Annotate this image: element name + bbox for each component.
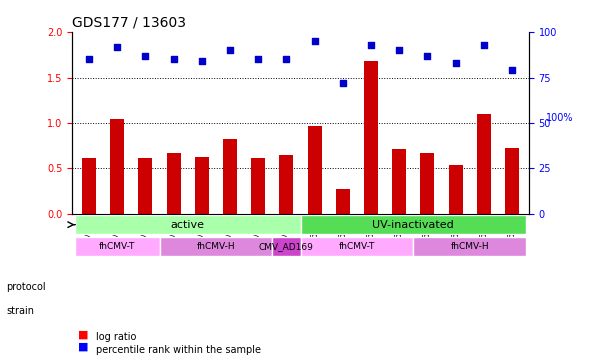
Point: [84, 56, 94, 62]
Text: ■: ■: [78, 342, 88, 352]
Bar: [166, 153, 181, 214]
Bar: [477, 114, 491, 214]
FancyBboxPatch shape: [300, 215, 526, 235]
Point: [310, 38, 319, 44]
Bar: [82, 157, 96, 214]
Point: [254, 56, 263, 62]
Bar: [195, 157, 209, 214]
Y-axis label: 100%: 100%: [546, 113, 573, 123]
Point: [338, 80, 347, 86]
Text: percentile rank within the sample: percentile rank within the sample: [96, 345, 261, 355]
Text: fhCMV-H: fhCMV-H: [450, 242, 489, 251]
Bar: [336, 189, 350, 214]
Bar: [251, 157, 265, 214]
Text: log ratio: log ratio: [96, 332, 136, 342]
Point: [423, 53, 432, 59]
Text: fhCMV-H: fhCMV-H: [197, 242, 235, 251]
FancyBboxPatch shape: [75, 237, 159, 256]
Point: [169, 56, 178, 62]
FancyBboxPatch shape: [300, 237, 413, 256]
Bar: [420, 153, 435, 214]
Point: [197, 58, 207, 64]
Text: active: active: [171, 220, 205, 230]
Point: [112, 44, 122, 50]
Text: CMV_AD169: CMV_AD169: [259, 242, 314, 251]
FancyBboxPatch shape: [413, 237, 526, 256]
Text: protocol: protocol: [6, 282, 46, 292]
Text: ■: ■: [78, 330, 88, 340]
Point: [282, 56, 291, 62]
Bar: [138, 157, 153, 214]
Bar: [279, 155, 293, 214]
Bar: [308, 126, 322, 214]
Point: [394, 47, 404, 53]
Point: [479, 42, 489, 48]
Text: GDS177 / 13603: GDS177 / 13603: [72, 16, 186, 30]
Bar: [505, 147, 519, 214]
Text: UV-inactivated: UV-inactivated: [373, 220, 454, 230]
Point: [451, 60, 460, 66]
Point: [141, 53, 150, 59]
FancyBboxPatch shape: [159, 237, 272, 256]
Text: fhCMV-T: fhCMV-T: [339, 242, 375, 251]
FancyBboxPatch shape: [75, 215, 300, 235]
FancyBboxPatch shape: [272, 237, 300, 256]
Text: strain: strain: [6, 306, 34, 316]
Bar: [392, 149, 406, 214]
Point: [366, 42, 376, 48]
Bar: [110, 119, 124, 214]
Text: fhCMV-T: fhCMV-T: [99, 242, 135, 251]
Bar: [364, 61, 378, 214]
Bar: [448, 165, 463, 214]
Point: [225, 47, 235, 53]
Bar: [223, 139, 237, 214]
Point: [507, 67, 517, 73]
